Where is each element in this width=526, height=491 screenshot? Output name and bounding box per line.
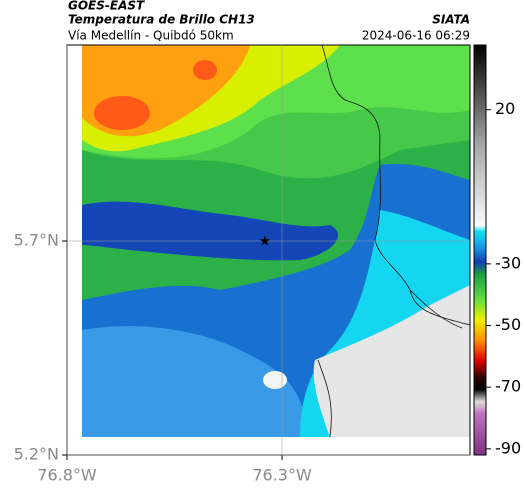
title: Temperatura de Brillo CH13 xyxy=(68,13,255,27)
source: GOES-EAST xyxy=(68,0,145,13)
colorbar xyxy=(473,44,487,456)
y-tick-label: 5.2°N xyxy=(14,445,59,464)
colorbar-tick-label: 20 xyxy=(495,99,515,118)
organization: SIATA xyxy=(432,13,470,27)
datetime: 2024-06-16 06:29 xyxy=(362,29,470,43)
colorbar-tick-label: -70 xyxy=(495,377,521,396)
colorbar-tick-label: -30 xyxy=(495,253,521,272)
y-tick-label: 5.7°N xyxy=(14,231,59,250)
colorbar-tick-label: -90 xyxy=(495,438,521,457)
brightness-field xyxy=(82,45,470,437)
x-tick-label: 76.8°W xyxy=(37,466,97,485)
subtitle: Vía Medellín - Quibdó 50km xyxy=(68,29,234,43)
location-marker xyxy=(259,235,271,246)
colorbar-tick-label: -50 xyxy=(495,315,521,334)
x-tick-label: 76.3°W xyxy=(252,466,312,485)
